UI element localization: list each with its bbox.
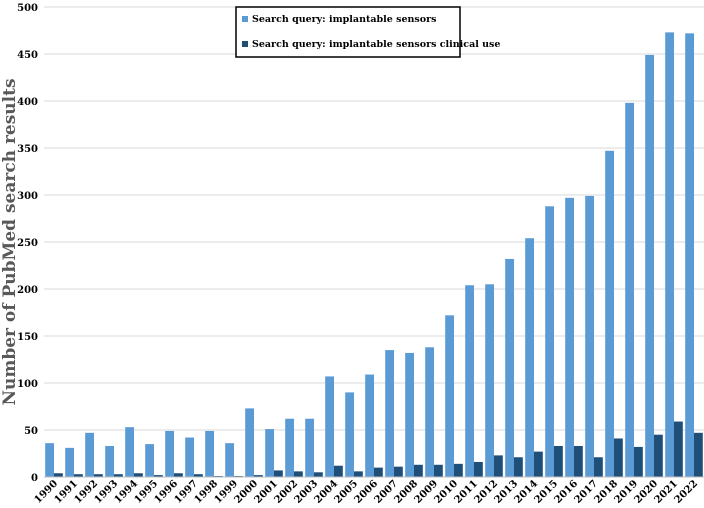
bar-clinical-use-2020 (654, 434, 663, 477)
bar-clinical-use-2018 (614, 438, 623, 477)
bar-implantable-sensors-2001 (265, 429, 274, 477)
bar-implantable-sensors-2005 (345, 392, 354, 477)
bar-implantable-sensors-2012 (485, 284, 494, 477)
bar-clinical-use-1991 (74, 474, 83, 477)
bar-implantable-sensors-2021 (665, 32, 674, 477)
y-tick-label: 200 (17, 285, 38, 296)
bar-clinical-use-1997 (194, 474, 203, 477)
bar-clinical-use-2014 (534, 451, 543, 477)
bar-clinical-use-2019 (634, 446, 643, 477)
y-tick-label: 300 (17, 191, 38, 202)
legend-box (235, 6, 461, 58)
bar-implantable-sensors-1998 (205, 430, 214, 477)
x-tick-label: 2022 (673, 478, 700, 505)
bar-clinical-use-2015 (554, 445, 563, 477)
y-tick-labels: 0 50 100 150 200 250 300 350 400 450 500 (17, 3, 38, 484)
y-tick-label: 150 (17, 332, 38, 343)
bar-clinical-use-2009 (434, 464, 443, 477)
legend-label-series-2: Search query: implantable sensors clinic… (252, 39, 500, 50)
bar-clinical-use-1996 (174, 473, 183, 477)
y-axis-label: Number of PubMed search results (0, 78, 20, 405)
bar-clinical-use-2001 (274, 470, 283, 477)
y-tick-label: 250 (17, 238, 38, 249)
bar-clinical-use-2004 (334, 465, 343, 477)
bar-clinical-use-2002 (294, 471, 303, 477)
bar-implantable-sensors-2014 (525, 238, 534, 477)
legend: Search query: implantable sensors Search… (235, 6, 500, 58)
bar-implantable-sensors-2018 (605, 150, 614, 477)
bar-clinical-use-2000 (254, 475, 263, 477)
bar-clinical-use-2017 (594, 457, 603, 477)
bar-clinical-use-1994 (134, 473, 143, 477)
bar-clinical-use-1990 (54, 473, 63, 477)
bar-implantable-sensors-2016 (565, 197, 574, 477)
gridlines (44, 6, 704, 431)
bar-implantable-sensors-2002 (285, 418, 294, 477)
bar-implantable-sensors-2013 (505, 258, 514, 477)
bar-clinical-use-2011 (474, 461, 483, 477)
bar-implantable-sensors-1997 (185, 437, 194, 477)
x-tick-labels: 1990199119921993199419951996199719981999… (33, 478, 700, 505)
bar-implantable-sensors-2009 (425, 347, 434, 477)
bar-implantable-sensors-2004 (325, 376, 334, 477)
legend-label-series-1: Search query: implantable sensors (252, 14, 436, 25)
bar-implantable-sensors-1990 (45, 443, 54, 477)
bar-implantable-sensors-2008 (405, 352, 414, 477)
bar-implantable-sensors-1996 (165, 430, 174, 477)
y-tick-label: 50 (24, 426, 38, 437)
bar-implantable-sensors-2017 (585, 195, 594, 477)
bar-clinical-use-2003 (314, 472, 323, 477)
y-tick-label: 400 (17, 97, 38, 108)
bar-implantable-sensors-2000 (245, 408, 254, 477)
bar-implantable-sensors-1994 (125, 427, 134, 477)
bar-clinical-use-2008 (414, 464, 423, 477)
bar-clinical-use-2007 (394, 466, 403, 477)
bar-implantable-sensors-1993 (105, 445, 114, 477)
bar-clinical-use-2006 (374, 467, 383, 477)
bar-implantable-sensors-2006 (365, 374, 374, 477)
y-tick-label: 450 (17, 50, 38, 61)
y-tick-label: 0 (31, 473, 38, 484)
legend-swatch-series-1 (242, 16, 248, 22)
bar-implantable-sensors-2020 (645, 54, 654, 477)
bar-implantable-sensors-2010 (445, 315, 454, 477)
bar-clinical-use-2021 (674, 421, 683, 477)
bar-implantable-sensors-1995 (145, 444, 154, 477)
y-tick-label: 500 (17, 3, 38, 14)
bar-clinical-use-1992 (94, 474, 103, 477)
legend-swatch-series-2 (242, 41, 248, 47)
bar-implantable-sensors-2022 (685, 33, 694, 477)
bar-clinical-use-2022 (694, 432, 703, 477)
bar-clinical-use-1995 (154, 475, 163, 477)
bar-implantable-sensors-2015 (545, 206, 554, 477)
bar-clinical-use-2010 (454, 463, 463, 477)
bar-clinical-use-2013 (514, 457, 523, 477)
bar-implantable-sensors-1999 (225, 443, 234, 477)
bars (45, 32, 703, 477)
bar-implantable-sensors-1992 (85, 432, 94, 477)
bar-clinical-use-1993 (114, 474, 123, 477)
bar-implantable-sensors-2007 (385, 350, 394, 477)
y-tick-label: 100 (17, 379, 38, 390)
bar-clinical-use-2012 (494, 455, 503, 477)
bar-implantable-sensors-2003 (305, 418, 314, 477)
bar-clinical-use-2016 (574, 445, 583, 477)
bar-implantable-sensors-2011 (465, 285, 474, 477)
bar-implantable-sensors-1991 (65, 447, 74, 477)
bar-implantable-sensors-2019 (625, 102, 634, 477)
y-tick-label: 350 (17, 144, 38, 155)
bar-clinical-use-2005 (354, 471, 363, 477)
